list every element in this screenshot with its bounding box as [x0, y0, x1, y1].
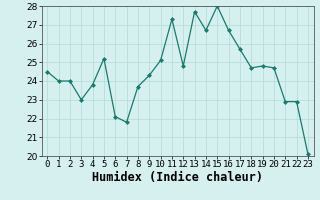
X-axis label: Humidex (Indice chaleur): Humidex (Indice chaleur) [92, 171, 263, 184]
